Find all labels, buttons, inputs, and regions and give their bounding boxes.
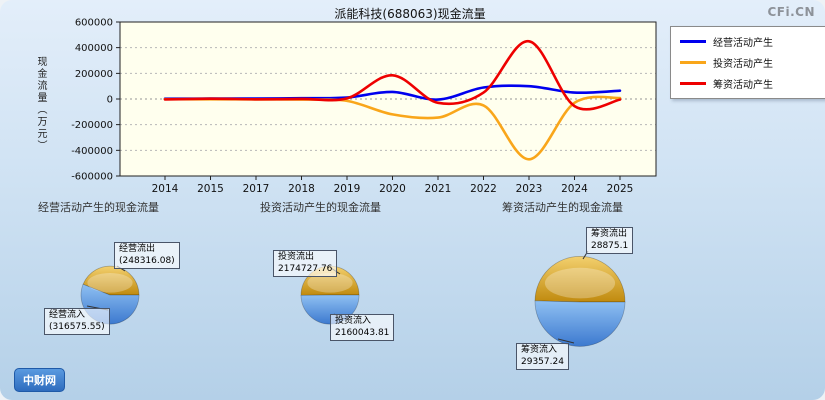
callout-value: (316575.55) [49,321,105,332]
financing-pie-title: 筹资活动产生的现金流量 [502,201,623,214]
svg-text:200000: 200000 [75,69,113,80]
svg-text:0: 0 [107,95,113,106]
svg-text:2017: 2017 [243,183,270,195]
legend-item-operating: 经营活动产生 [680,34,818,49]
operating-pie-title: 经营活动产生的现金流量 [38,201,159,214]
operating-outflow-callout: 经营流出 (248316.08) [114,242,180,270]
svg-text:2024: 2024 [561,183,588,195]
cfi-logo: 中财网 [14,368,65,392]
y-axis-title: 现金流量（万元） [35,56,46,152]
investing-pie-title: 投资活动产生的现金流量 [260,201,381,214]
callout-value: 28875.1 [591,240,629,251]
legend-item-investing: 投资活动产生 [680,55,818,70]
svg-text:2015: 2015 [197,183,224,195]
investing-pie-group: 投资流出 2174727.76 投资流入 2160043.81 [250,238,460,372]
callout-label: 筹资流出 [591,229,628,239]
cashflow-line-chart: 600000 400000 200000 0 -200000 -400000 -600000… [71,18,657,195]
callout-value: (248316.08) [119,255,175,266]
financing-pie-group: 筹资流出 28875.1 筹资流入 29357.24 [480,213,710,388]
svg-text:2022: 2022 [470,183,497,195]
financing-line-swatch [680,82,706,85]
investing-outflow-callout: 投资流出 2174727.76 [273,250,338,278]
legend: 经营活动产生 投资活动产生 筹资活动产生 [670,26,825,99]
svg-text:2014: 2014 [152,183,179,195]
callout-label: 投资流入 [335,316,372,326]
financing-pie-chart [534,250,626,347]
cfi-watermark: CFi.CN [767,5,815,19]
callout-label: 经营流出 [119,244,156,254]
legend-item-label: 筹资活动产生 [713,80,773,91]
legend-item-label: 投资活动产生 [713,59,773,70]
operating-pie-group: 经营流出 (248316.08) 经营流入 (316575.55) [30,238,240,372]
svg-text:600000: 600000 [75,18,113,29]
financing-outflow-callout: 筹资流出 28875.1 [586,227,634,255]
svg-text:-600000: -600000 [71,172,113,183]
svg-text:2023: 2023 [516,183,543,195]
callout-label: 投资流出 [278,252,315,262]
svg-text:400000: 400000 [75,43,113,54]
legend-item-financing: 筹资活动产生 [680,76,818,91]
svg-text:2019: 2019 [334,183,361,195]
investing-line-swatch [680,61,706,64]
operating-inflow-callout: 经营流入 (316575.55) [44,308,110,336]
callout-value: 2174727.76 [278,263,333,274]
svg-text:2021: 2021 [425,183,452,195]
svg-text:2018: 2018 [288,183,315,195]
svg-text:-200000: -200000 [71,120,113,131]
financing-inflow-callout: 筹资流入 29357.24 [516,343,569,371]
operating-line-swatch [680,40,706,43]
investing-inflow-callout: 投资流入 2160043.81 [330,314,395,342]
callout-label: 经营流入 [49,310,86,320]
legend-item-label: 经营活动产生 [713,38,773,49]
callout-value: 29357.24 [521,356,564,367]
callout-value: 2160043.81 [335,327,390,338]
callout-label: 筹资流入 [521,345,558,355]
svg-text:2020: 2020 [379,183,406,195]
chart-title: 派能科技(688063)现金流量 [334,7,486,21]
svg-text:-400000: -400000 [71,146,113,157]
svg-text:2025: 2025 [607,183,634,195]
